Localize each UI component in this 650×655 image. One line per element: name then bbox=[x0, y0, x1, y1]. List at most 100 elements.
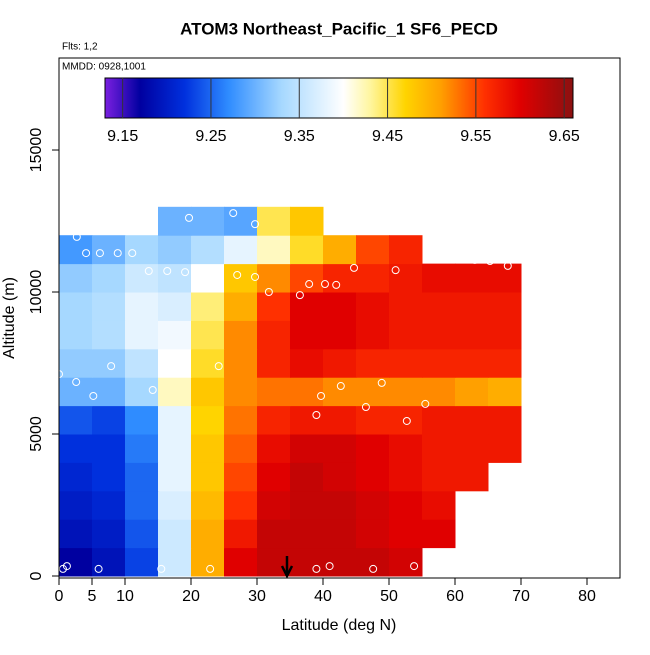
heat-cell bbox=[224, 519, 258, 549]
sample-point bbox=[198, 268, 207, 277]
heat-cell bbox=[92, 405, 126, 435]
heat-cell bbox=[356, 462, 390, 492]
heat-cell bbox=[92, 434, 126, 463]
heat-cell bbox=[158, 405, 192, 435]
sample-point bbox=[148, 385, 157, 394]
heat-cell bbox=[290, 462, 324, 492]
sample-point bbox=[72, 378, 81, 387]
sample-point bbox=[410, 562, 419, 571]
sample-point bbox=[251, 272, 260, 281]
heat-cell bbox=[224, 320, 258, 350]
heat-cell bbox=[191, 348, 225, 378]
sample-point bbox=[391, 266, 400, 275]
heat-cell bbox=[92, 462, 126, 492]
sample-point bbox=[251, 220, 260, 229]
sample-point bbox=[181, 268, 190, 277]
heat-cell bbox=[455, 320, 489, 350]
x-axis-label: Latitude (deg N) bbox=[282, 617, 397, 634]
sample-point bbox=[157, 564, 166, 573]
heat-cell bbox=[488, 405, 522, 435]
flights-label: Flts: 1,2 bbox=[62, 42, 98, 53]
heat-cell bbox=[356, 263, 390, 293]
heat-cell bbox=[389, 348, 423, 378]
y-tick-label: 0 bbox=[28, 571, 45, 580]
heat-cell bbox=[323, 263, 357, 293]
heat-cell bbox=[59, 320, 93, 350]
heat-cell bbox=[389, 519, 423, 549]
heat-cell bbox=[158, 292, 192, 321]
heat-cell bbox=[125, 320, 159, 350]
heat-cell bbox=[125, 292, 159, 321]
heat-cell bbox=[257, 434, 291, 463]
heat-cell bbox=[389, 462, 423, 492]
heat-cell bbox=[224, 348, 258, 378]
heat-cell bbox=[422, 462, 456, 492]
plot-frame bbox=[58, 57, 621, 579]
sample-point bbox=[72, 232, 81, 241]
heat-cell bbox=[191, 292, 225, 321]
heat-cell bbox=[389, 263, 423, 293]
heat-cell bbox=[191, 206, 225, 236]
heat-cell bbox=[323, 405, 357, 435]
sample-point bbox=[312, 410, 321, 419]
sample-point bbox=[163, 266, 172, 275]
heat-cell bbox=[158, 434, 192, 463]
heat-cell bbox=[323, 434, 357, 463]
sample-point bbox=[325, 562, 334, 571]
heat-cell bbox=[323, 235, 357, 265]
heat-cell bbox=[257, 206, 291, 236]
heat-cell bbox=[125, 405, 159, 435]
sample-point bbox=[350, 263, 359, 272]
heat-cell bbox=[356, 519, 390, 549]
heat-cell bbox=[422, 434, 456, 463]
heat-cell bbox=[323, 490, 357, 520]
heat-cell bbox=[158, 462, 192, 492]
sample-point bbox=[336, 382, 345, 391]
heat-cell bbox=[257, 519, 291, 549]
heat-cell bbox=[488, 434, 522, 463]
heat-cell bbox=[125, 490, 159, 520]
sample-point bbox=[361, 403, 370, 412]
heat-cell bbox=[191, 462, 225, 492]
heat-cell bbox=[488, 377, 522, 407]
sample-point bbox=[144, 266, 153, 275]
sample-point bbox=[421, 399, 430, 408]
heat-cell bbox=[257, 462, 291, 492]
heat-cell bbox=[323, 547, 357, 577]
heat-cell bbox=[92, 377, 126, 407]
heat-cell bbox=[290, 320, 324, 350]
heat-cell bbox=[290, 263, 324, 293]
heat-cell bbox=[125, 235, 159, 265]
heat-cell bbox=[488, 348, 522, 378]
x-tick-label: 0 bbox=[55, 588, 64, 605]
sample-point bbox=[470, 255, 479, 264]
colorbar-scale bbox=[104, 77, 574, 119]
colorbar-tick-label: 9.45 bbox=[372, 128, 403, 145]
heat-cell bbox=[158, 519, 192, 549]
heat-cell bbox=[125, 519, 159, 549]
colorbar-tick-label: 9.15 bbox=[107, 128, 138, 145]
sample-point bbox=[95, 249, 104, 258]
heat-cell bbox=[92, 235, 126, 265]
sample-point bbox=[312, 564, 321, 573]
heat-cell bbox=[422, 320, 456, 350]
x-tick-label: 40 bbox=[314, 588, 332, 605]
sample-point bbox=[295, 291, 304, 300]
heat-cell bbox=[389, 434, 423, 463]
sample-point bbox=[229, 209, 238, 218]
heat-cell bbox=[59, 490, 93, 520]
sample-point bbox=[402, 416, 411, 425]
heat-cell bbox=[158, 377, 192, 407]
x-tick-label: 70 bbox=[512, 588, 530, 605]
heat-cell bbox=[290, 490, 324, 520]
heat-cell bbox=[92, 519, 126, 549]
heat-cell bbox=[455, 292, 489, 321]
heat-cell bbox=[92, 263, 126, 293]
heat-cell bbox=[191, 235, 225, 265]
sample-point bbox=[264, 288, 273, 297]
heat-cell bbox=[422, 263, 456, 293]
heat-cell bbox=[389, 377, 423, 407]
sample-point bbox=[94, 564, 103, 573]
